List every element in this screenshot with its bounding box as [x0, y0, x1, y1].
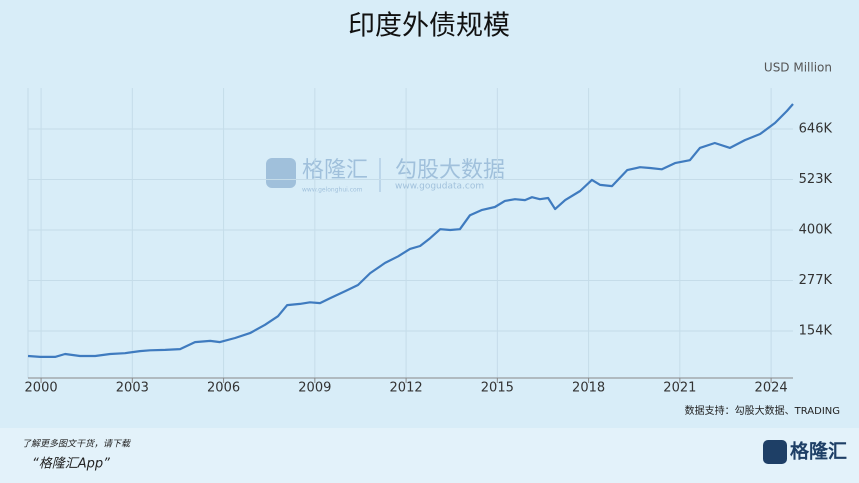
y-tick-label: 646K — [799, 122, 833, 137]
x-tick-label: 2012 — [390, 381, 423, 396]
x-tick-label: 2006 — [207, 381, 240, 396]
watermark-text: 格隆汇 — [302, 158, 368, 183]
unit-label: USD Million — [764, 61, 832, 75]
x-tick-label: 2000 — [25, 381, 58, 396]
x-tick-label: 2018 — [572, 381, 605, 396]
line — [27, 103, 794, 358]
watermark-text: 勾股大数据 — [395, 158, 505, 183]
logo-text: 格隆汇 — [790, 440, 847, 463]
y-tick-label: 154K — [799, 324, 833, 339]
x-tick-label: 2003 — [116, 381, 149, 396]
watermark: 格隆汇 www.gelonghui.com 勾股大数据 www.gogudata… — [266, 158, 505, 194]
watermark-text: www.gelonghui.com — [302, 187, 363, 194]
x-tick-label: 2021 — [663, 381, 696, 396]
footer-app: “格隆汇App” — [32, 457, 110, 472]
footer-band — [0, 428, 859, 483]
chart-title: 印度外债规模 — [348, 11, 510, 42]
logo-mark — [763, 440, 787, 464]
y-tick-label: 400K — [799, 223, 833, 238]
x-tick-label: 2015 — [481, 381, 514, 396]
x-tick-label: 2024 — [755, 381, 788, 396]
footer-text: 了解更多图文干货，请下载 — [22, 439, 131, 450]
watermark-logo — [266, 158, 296, 188]
y-tick-label: 523K — [799, 172, 833, 187]
x-tick-label: 2009 — [298, 381, 331, 396]
y-tick-label: 277K — [799, 273, 833, 288]
source: 数据支持：勾股大数据、TRADING — [685, 404, 840, 417]
watermark-text: www.gogudata.com — [395, 182, 484, 192]
